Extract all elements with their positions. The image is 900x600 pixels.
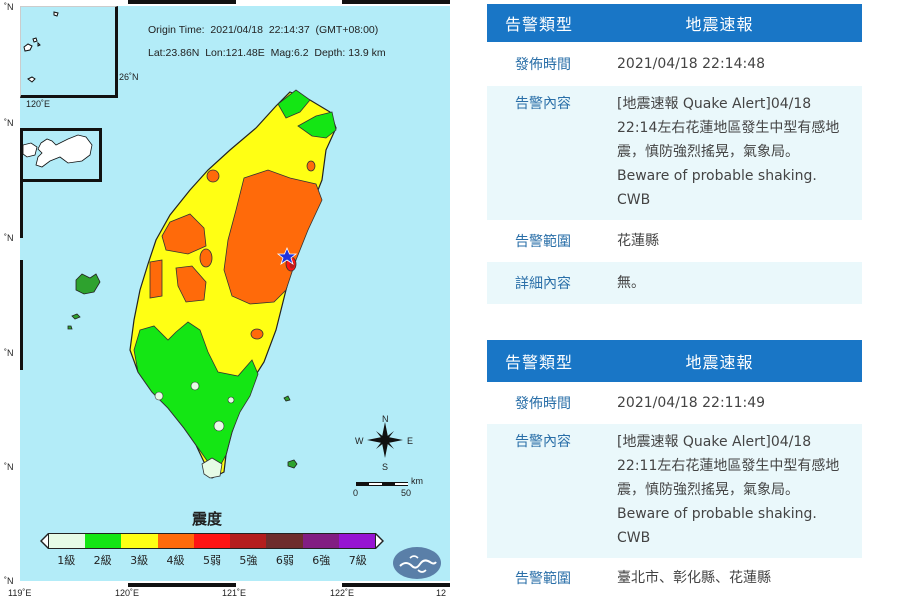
- row-label: 詳細內容: [515, 276, 571, 292]
- row-label: 發佈時間: [515, 396, 571, 412]
- scale-bar: [356, 482, 408, 486]
- row-value: 2021/04/18 22:14:48: [617, 56, 766, 72]
- alert-row-publish-time: 發佈時間 2021/04/18 22:11:49: [487, 382, 862, 424]
- legend-swatch-2: [85, 534, 122, 548]
- lat-label: ˚N: [4, 462, 14, 472]
- lon-label: 12: [436, 588, 447, 598]
- legend-label: 2級: [93, 554, 112, 567]
- legend-label: 7級: [348, 554, 367, 567]
- scale-start: 0: [353, 488, 359, 498]
- inset-map-kinmen: [20, 128, 102, 182]
- legend-swatch-4: [157, 534, 194, 548]
- lon-label: 121˚E: [222, 588, 247, 598]
- lat-label: ˚N: [4, 233, 14, 243]
- alert-type-label: 告警類型: [504, 353, 573, 372]
- alert-card-1: 告警類型 地震速報 發佈時間 2021/04/18 22:14:48 告警內容 …: [487, 4, 862, 304]
- frame-bar: [128, 583, 236, 587]
- legend-swatch-1: [49, 534, 86, 548]
- legend-swatch-6-strong: [302, 534, 339, 548]
- legend-label: 1級: [57, 554, 76, 567]
- alert-row-content: 告警內容 [地震速報 Quake Alert]04/18 22:11左右花蓮地區…: [487, 424, 862, 558]
- inset-lon-label: 120˚E: [26, 99, 51, 109]
- lon-label: 120˚E: [115, 588, 140, 598]
- alert-row-content: 告警內容 [地震速報 Quake Alert]04/18 22:14左右花蓮地區…: [487, 86, 862, 220]
- alert-row-scope: 告警範圍 花蓮縣: [487, 220, 862, 262]
- axis-strip: [0, 581, 450, 600]
- legend-swatch-3: [121, 534, 158, 548]
- scale-unit: km: [411, 476, 423, 486]
- epicenter-star-icon: [276, 246, 298, 265]
- row-value: 花蓮縣: [617, 233, 659, 249]
- alert-type-label: 告警類型: [504, 15, 573, 34]
- compass-south: S: [382, 462, 389, 472]
- alert-header: 告警類型 地震速報: [487, 4, 862, 42]
- inset-map-matsu: [20, 6, 118, 98]
- row-value: [地震速報 Quake Alert]04/18 22:14左右花蓮地區發生中型有…: [617, 96, 840, 208]
- row-label: 告警範圍: [515, 234, 571, 250]
- lon-label: 119˚E: [8, 588, 32, 598]
- row-value: 無。: [617, 275, 645, 291]
- frame-bar: [342, 0, 450, 4]
- frame-bar: [20, 260, 23, 370]
- legend-label: 6強: [312, 554, 331, 567]
- taiwan-intensity-map: [67, 89, 408, 486]
- inset-lat-label: 26˚N: [119, 72, 139, 82]
- origin-time-text: Origin Time: 2021/04/18 22:14:37 (GMT+08…: [148, 24, 379, 36]
- row-label: 告警範圍: [515, 571, 571, 587]
- legend-label: 5強: [239, 554, 258, 567]
- alert-row-details: 詳細內容 無。: [487, 262, 862, 304]
- alert-row-scope: 告警範圍 臺北市、彰化縣、花蓮縣: [487, 558, 862, 598]
- alert-card-2: 告警類型 地震速報 發佈時間 2021/04/18 22:11:49 告警內容 …: [487, 340, 862, 598]
- frame-bar: [342, 583, 450, 587]
- cwb-logo-icon: [393, 547, 441, 579]
- legend-arrow-left-icon: [40, 533, 48, 549]
- legend-arrow-right-icon: [376, 533, 384, 549]
- location-text: Lat:23.86N Lon:121.48E Mag:6.2 Depth: 13…: [148, 47, 386, 59]
- lat-label: ˚N: [4, 348, 14, 358]
- legend-label: 4級: [166, 554, 185, 567]
- row-value: 2021/04/18 22:11:49: [617, 395, 766, 411]
- intensity-legend-bar: [48, 533, 376, 549]
- islands-icon: [23, 11, 59, 83]
- lon-label: 122˚E: [330, 588, 355, 598]
- legend-title: 震度: [192, 510, 223, 528]
- legend-swatch-5-strong: [230, 534, 267, 548]
- islands-icon: [22, 134, 93, 168]
- legend-label: 3級: [130, 554, 149, 567]
- legend-label: 6弱: [275, 554, 294, 567]
- compass-east: E: [407, 436, 414, 446]
- alert-header: 告警類型 地震速報: [487, 340, 862, 382]
- legend-swatch-5-weak: [193, 534, 231, 548]
- legend-swatch-7: [338, 534, 375, 548]
- row-value: 臺北市、彰化縣、花蓮縣: [617, 570, 771, 586]
- legend-label: 5弱: [202, 554, 221, 567]
- alert-type-value: 地震速報: [685, 353, 754, 372]
- legend-labels: 1級 2級 3級 4級 5弱 5強 6弱 6強 7級: [48, 552, 376, 568]
- lat-label: ˚N: [4, 576, 14, 586]
- alert-type-value: 地震速報: [685, 15, 754, 34]
- row-label: 告警內容: [515, 434, 571, 450]
- lat-label: ˚N: [4, 2, 14, 12]
- scale-end: 50: [401, 488, 412, 498]
- compass-west: W: [355, 436, 364, 446]
- row-value: [地震速報 Quake Alert]04/18 22:11左右花蓮地區發生中型有…: [617, 434, 840, 546]
- row-label: 發佈時間: [515, 57, 571, 73]
- lat-label: ˚N: [4, 118, 14, 128]
- alert-row-publish-time: 發佈時間 2021/04/18 22:14:48: [487, 42, 862, 86]
- row-label: 告警內容: [515, 96, 571, 112]
- frame-bar: [20, 132, 23, 238]
- compass-rose-icon: [367, 422, 403, 458]
- compass-north: N: [382, 414, 389, 424]
- intensity-map-panel: ˚N ˚N ˚N ˚N ˚N ˚N 119˚E 120˚E 121˚E 122˚…: [0, 0, 450, 600]
- frame-bar: [128, 0, 236, 4]
- legend-swatch-6-weak: [266, 534, 303, 548]
